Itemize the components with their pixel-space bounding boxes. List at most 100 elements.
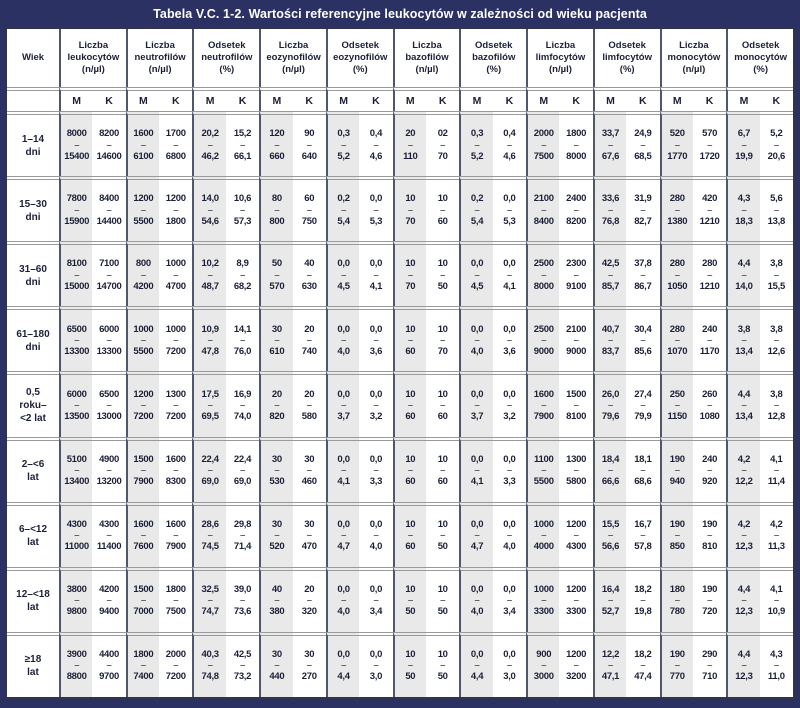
range-max: 67,6 [601, 150, 620, 162]
range-max: 3,0 [503, 671, 516, 683]
range-cell: 10–50 [425, 501, 460, 567]
range-min: 520 [669, 128, 685, 140]
range-max: 460 [301, 476, 317, 488]
column-group-header: Odsetek monocytów (%) [726, 29, 793, 87]
range-cell: 3900–8800 [59, 631, 93, 697]
range-min: 8100 [66, 258, 87, 270]
range-dash: – [74, 595, 80, 607]
range-cell: 0,0–4,0 [325, 306, 360, 372]
range-max: 4,6 [503, 150, 516, 162]
sex-subheader: M [726, 87, 760, 111]
range-max: 3,4 [503, 606, 516, 618]
range-cell: 280–1210 [692, 241, 727, 306]
range-min: 29,8 [233, 518, 252, 530]
range-cell: 18,4–66,6 [592, 436, 627, 502]
range-min: 800 [135, 258, 151, 270]
range-dash: – [74, 334, 80, 346]
range-max: 4300 [566, 541, 587, 553]
range-dash: – [674, 269, 680, 281]
range-min: 20 [304, 584, 315, 596]
range-cell: 3800–9800 [59, 566, 93, 632]
range-min: 1700 [165, 128, 186, 140]
range-dash: – [373, 399, 379, 411]
range-max: 8800 [66, 671, 87, 683]
range-max: 50 [437, 541, 448, 553]
range-cell: 30–440 [259, 631, 293, 697]
range-cell: 0,0–4,0 [325, 566, 360, 632]
range-max: 60 [405, 345, 416, 357]
range-dash: – [506, 204, 512, 216]
range-min: 0,0 [369, 388, 383, 400]
range-cell: 2500–9000 [526, 306, 560, 372]
range-min: 20 [304, 388, 315, 400]
range-min: 2000 [165, 649, 186, 661]
range-dash: – [608, 204, 613, 216]
range-cell: 0,0–4,1 [492, 241, 527, 306]
range-cell: 22,4–69,0 [225, 436, 260, 502]
range-max: 3,7 [337, 411, 350, 423]
range-cell: 50–570 [259, 241, 293, 307]
range-max: 47,8 [201, 345, 219, 357]
range-cell: 8200–14600 [92, 111, 126, 176]
range-cell: 18,1–68,6 [626, 436, 660, 502]
range-min: 1800 [165, 584, 186, 596]
range-max: 74,5 [201, 541, 219, 553]
range-max: 85,6 [634, 345, 652, 357]
range-cell: 0,0–4,7 [325, 501, 360, 567]
range-min: 900 [536, 649, 552, 661]
range-max: 85,7 [601, 280, 620, 292]
range-dash: – [541, 204, 547, 216]
range-min: 8200 [99, 128, 119, 140]
range-min: 18,1 [634, 453, 652, 465]
range-cell: 20–320 [292, 566, 326, 632]
range-dash: – [407, 660, 413, 672]
range-cell: 12,2–47,1 [592, 631, 627, 697]
sex-subheader: K [692, 87, 727, 111]
range-dash: – [240, 660, 245, 672]
range-cell: 16,9–74,0 [225, 371, 260, 436]
range-dash: – [140, 269, 146, 281]
range-min: 0,0 [369, 258, 383, 270]
range-dash: – [773, 660, 779, 672]
range-max: 7600 [133, 541, 154, 553]
range-max: 15400 [64, 150, 90, 162]
range-min: 30 [304, 649, 315, 661]
range-min: 3,8 [770, 323, 783, 335]
range-cell: 1000–4000 [526, 501, 560, 567]
range-dash: – [474, 334, 480, 346]
range-cell: 30–530 [259, 436, 293, 502]
age-cell: 31–60 dni [7, 241, 59, 306]
range-max: 54,6 [201, 215, 219, 227]
range-dash: – [640, 204, 646, 216]
range-max: 18,3 [735, 215, 753, 227]
range-min: 17,5 [201, 388, 219, 400]
sex-subheader: M [526, 87, 560, 111]
range-min: 10 [437, 193, 448, 205]
range-cell: 30–520 [259, 501, 293, 567]
range-cell: 16,7–57,8 [626, 501, 660, 567]
range-max: 8000 [566, 150, 587, 162]
range-max: 15900 [64, 215, 90, 227]
range-min: 1000 [533, 584, 554, 596]
range-dash: – [707, 139, 713, 151]
range-cell: 0,4–4,6 [359, 111, 393, 176]
range-min: 180 [669, 584, 685, 596]
range-min: 240 [702, 323, 718, 335]
range-cell: 0,0–3,6 [492, 306, 527, 371]
range-max: 8100 [566, 411, 587, 423]
range-min: 1000 [133, 323, 154, 335]
range-min: 4200 [99, 584, 119, 596]
range-cell: 6000–13300 [92, 306, 126, 371]
range-min: 0,0 [337, 388, 350, 400]
sex-subheader: M [459, 87, 493, 111]
range-max: 3,0 [369, 671, 383, 683]
range-dash: – [274, 399, 280, 411]
range-cell: 1600–7600 [125, 501, 160, 567]
range-cell: 2100–9000 [559, 306, 593, 371]
range-dash: – [74, 139, 80, 151]
range-min: 250 [669, 388, 685, 400]
range-max: 4,1 [503, 280, 516, 292]
range-min: 4900 [99, 453, 119, 465]
range-cell: 1100–5500 [526, 436, 560, 502]
range-min: 0,0 [369, 649, 383, 661]
